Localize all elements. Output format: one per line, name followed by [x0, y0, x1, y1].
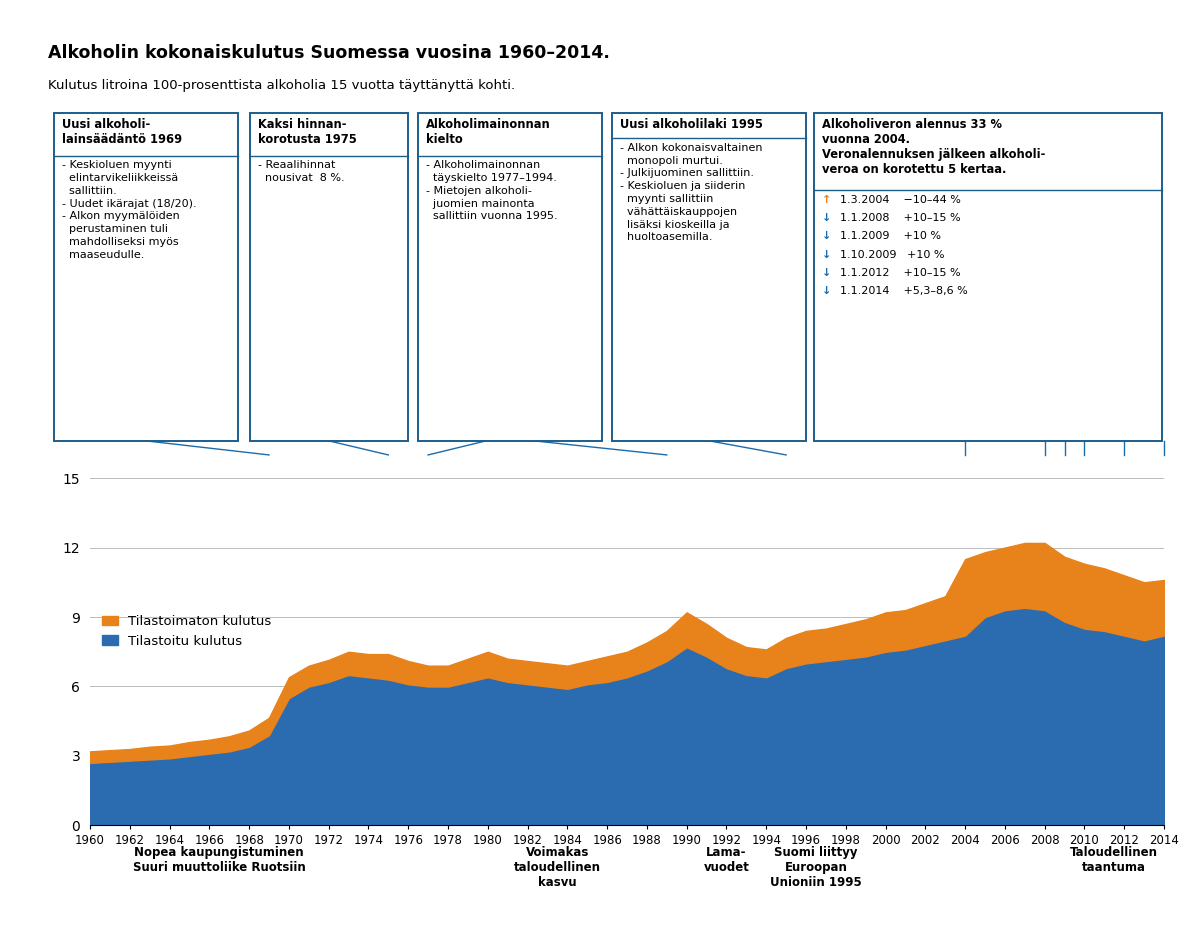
Text: Alkoholimainonnan
kielto: Alkoholimainonnan kielto [426, 118, 551, 146]
Text: - Reaalihinnat
  nousivat  8 %.: - Reaalihinnat nousivat 8 %. [258, 160, 344, 183]
Text: 1.1.2012    +10–15 %: 1.1.2012 +10–15 % [840, 268, 961, 278]
Text: 1.3.2004    −10–44 %: 1.3.2004 −10–44 % [840, 195, 961, 204]
Text: ↑: ↑ [822, 195, 832, 204]
Text: KUVIO 1.: KUVIO 1. [14, 13, 97, 31]
Text: Suomi liittyy
Euroopan
Unioniin 1995: Suomi liittyy Euroopan Unioniin 1995 [770, 846, 862, 888]
Text: 1.1.2009    +10 %: 1.1.2009 +10 % [840, 232, 941, 241]
Text: 1.1.2014    +5,3–8,6 %: 1.1.2014 +5,3–8,6 % [840, 286, 967, 296]
Text: Lama-
vuodet: Lama- vuodet [703, 846, 749, 873]
Text: ↓: ↓ [822, 268, 832, 278]
Text: Taloudellinen
taantuma: Taloudellinen taantuma [1070, 846, 1158, 873]
Text: Uusi alkoholilaki 1995: Uusi alkoholilaki 1995 [620, 118, 763, 131]
Text: ↓: ↓ [822, 232, 832, 241]
Text: ↓: ↓ [822, 213, 832, 223]
Text: - Keskioluen myynti
  elintarvikeliikkeissä
  sallittiin.
- Uudet ikärajat (18/2: - Keskioluen myynti elintarvikeliikkeiss… [62, 160, 197, 260]
Text: Kulutus litroina 100-prosenttista alkoholia 15 vuotta täyttänyttä kohti.: Kulutus litroina 100-prosenttista alkoho… [48, 80, 515, 93]
Text: Alkoholiveron alennus 33 %
vuonna 2004.
Veronalennuksen jälkeen alkoholi-
veroa : Alkoholiveron alennus 33 % vuonna 2004. … [822, 118, 1045, 176]
Text: ↓: ↓ [822, 250, 832, 260]
Text: 1.1.2008    +10–15 %: 1.1.2008 +10–15 % [840, 213, 961, 223]
Text: 1.10.2009   +10 %: 1.10.2009 +10 % [840, 250, 944, 260]
Text: ↓: ↓ [822, 286, 832, 296]
Text: Voimakas
taloudellinen
kasvu: Voimakas taloudellinen kasvu [514, 846, 601, 888]
Text: Kaksi hinnan-
korotusta 1975: Kaksi hinnan- korotusta 1975 [258, 118, 356, 146]
Text: Uusi alkoholi-
lainsäädäntö 1969: Uusi alkoholi- lainsäädäntö 1969 [62, 118, 182, 146]
Legend: Tilastoimaton kulutus, Tilastoitu kulutus: Tilastoimaton kulutus, Tilastoitu kulutu… [96, 610, 277, 653]
Text: Nopea kaupungistuminen
Suuri muuttoliike Ruotsiin: Nopea kaupungistuminen Suuri muuttoliike… [133, 846, 306, 873]
Text: - Alkon kokonaisvaltainen
  monopoli murtui.
- Julkijuominen sallittiin.
- Keski: - Alkon kokonaisvaltainen monopoli murtu… [620, 143, 763, 242]
Text: - Alkoholimainonnan
  täyskielto 1977–1994.
- Mietojen alkoholi-
  juomien maino: - Alkoholimainonnan täyskielto 1977–1994… [426, 160, 558, 221]
Text: Alkoholin kokonaiskulutus Suomessa vuosina 1960–2014.: Alkoholin kokonaiskulutus Suomessa vuosi… [48, 44, 610, 62]
